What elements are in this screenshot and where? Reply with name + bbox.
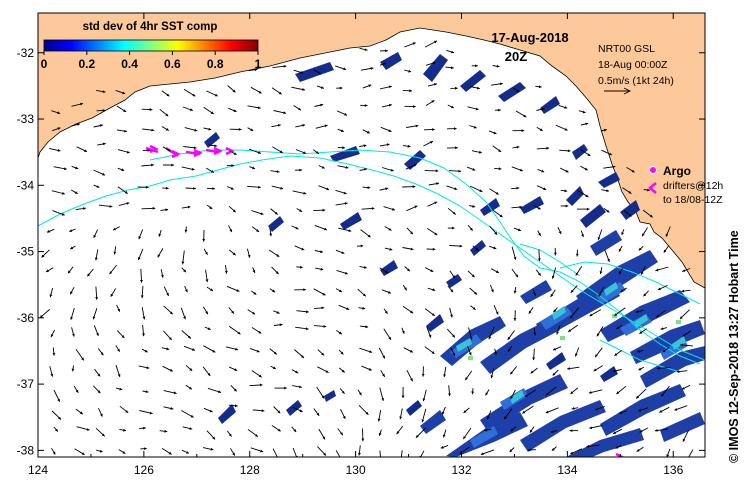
plot-frame — [37, 12, 706, 458]
y-axis: -32 -33 -34 -35 -36 -37 -38 — [17, 46, 705, 457]
colorbar-gradient — [43, 39, 259, 52]
source-info: NRT00 GSL 18-Aug 00:00Z 0.5m/s (1kt 24h) — [598, 43, 674, 95]
x-tick-label: 136 — [663, 463, 683, 477]
x-tick-label: 134 — [557, 463, 577, 477]
colorbar-tick-label: 0.2 — [78, 57, 95, 71]
legend: Argo drifters@12h to 18/08-12Z — [648, 164, 723, 206]
credit-text: © IMOS 12-Sep-2018 13:27 Hobart Time — [727, 230, 741, 463]
time-label: 20Z — [505, 49, 527, 64]
source-line-1: NRT00 GSL — [598, 43, 655, 55]
x-tick-label: 132 — [451, 463, 471, 477]
drifter-marker-icon — [648, 182, 657, 194]
colorbar: std dev of 4hr SST comp 0 0.2 0.4 0.6 0.8 1 — [41, 21, 262, 71]
colorbar-tick-label: 0.6 — [164, 57, 181, 71]
source-line-3: 0.5m/s (1kt 24h) — [598, 75, 674, 87]
y-tick-label: -38 — [17, 443, 35, 457]
current-vectors — [39, 40, 694, 457]
x-tick-label: 124 — [28, 463, 48, 477]
y-tick-label: -34 — [17, 178, 35, 192]
colorbar-tick-label: 0.4 — [121, 57, 138, 71]
source-line-2: 18-Aug 00:00Z — [598, 59, 668, 71]
argo-marker-icon — [649, 166, 657, 174]
x-tick-label: 130 — [346, 463, 366, 477]
drifter-label-2: to 18/08-12Z — [663, 194, 723, 206]
colorbar-title: std dev of 4hr SST comp — [83, 21, 218, 33]
y-tick-label: -33 — [17, 112, 35, 126]
date-label: 17-Aug-2018 — [491, 30, 568, 45]
y-tick-label: -35 — [17, 245, 35, 259]
y-tick-label: -36 — [17, 311, 35, 325]
argo-label: Argo — [663, 164, 691, 178]
y-tick-label: -32 — [17, 46, 35, 60]
colorbar-tick-label: 0.8 — [207, 57, 224, 71]
colorbar-tick-label: 0 — [41, 57, 48, 71]
x-tick-label: 128 — [240, 463, 260, 477]
colorbar-tick-label: 1 — [255, 57, 262, 71]
drifter-label-1: drifters@12h — [663, 180, 723, 192]
x-tick-label: 126 — [134, 463, 154, 477]
x-axis: 124 126 128 130 132 134 136 — [28, 13, 684, 477]
y-tick-label: -37 — [17, 377, 35, 391]
magenta-drifter-arrows — [145, 144, 625, 457]
